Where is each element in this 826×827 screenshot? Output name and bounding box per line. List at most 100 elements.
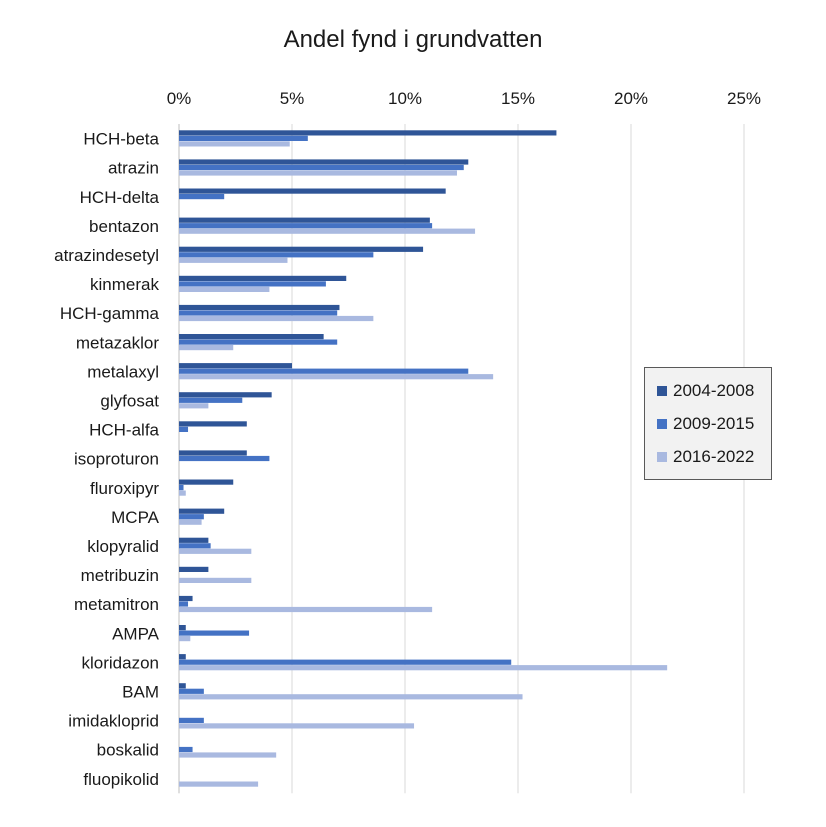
category-label: MCPA xyxy=(111,508,160,527)
bar-2004-2008 xyxy=(179,246,424,252)
bar-2004-2008 xyxy=(179,304,340,311)
category-label: boskalid xyxy=(97,741,159,760)
bar-2009-2015 xyxy=(179,281,326,287)
bar-2009-2015 xyxy=(179,397,243,403)
category-label: atrazin xyxy=(108,159,159,178)
bar-2016-2022 xyxy=(179,170,457,176)
legend-label: 2004-2008 xyxy=(673,380,755,400)
bar-2009-2015 xyxy=(179,659,512,665)
bar-2009-2015 xyxy=(179,630,250,636)
bar-2004-2008 xyxy=(179,537,209,543)
bar-2016-2022 xyxy=(179,141,290,147)
bar-2004-2008 xyxy=(179,683,186,689)
bar-2004-2008 xyxy=(179,159,469,165)
category-label: AMPA xyxy=(112,624,160,643)
category-label: HCH-alfa xyxy=(89,421,159,440)
category-label: klopyralid xyxy=(87,537,159,556)
bar-2004-2008 xyxy=(179,188,446,194)
category-label: HCH-beta xyxy=(83,130,159,149)
bar-2016-2022 xyxy=(179,548,252,554)
category-label: HCH-gamma xyxy=(60,304,160,323)
legend-swatch xyxy=(657,385,667,396)
category-label: metribuzin xyxy=(81,566,159,585)
bar-2004-2008 xyxy=(179,363,292,369)
category-label: metamitron xyxy=(74,595,159,614)
bar-2009-2015 xyxy=(179,485,184,491)
bar-2016-2022 xyxy=(179,636,191,642)
bar-2009-2015 xyxy=(179,426,189,432)
bar-2009-2015 xyxy=(179,688,204,694)
x-tick-label: 0% xyxy=(167,89,192,108)
bar-2009-2015 xyxy=(179,164,464,171)
legend-item: 2009-2015 xyxy=(657,407,771,440)
legend-swatch xyxy=(657,418,667,429)
bar-2009-2015 xyxy=(179,514,204,520)
category-label: metazaklor xyxy=(76,333,159,352)
legend-item: 2004-2008 xyxy=(657,374,771,407)
bar-2004-2008 xyxy=(179,450,247,456)
bar-2009-2015 xyxy=(179,601,189,607)
category-label: metalaxyl xyxy=(87,362,159,381)
category-label: isoproturon xyxy=(74,450,159,469)
bar-2004-2008 xyxy=(179,392,272,398)
bar-2016-2022 xyxy=(179,374,494,380)
bar-2009-2015 xyxy=(179,543,211,549)
category-label: kloridazon xyxy=(82,653,160,672)
bar-2016-2022 xyxy=(179,286,270,292)
bar-2016-2022 xyxy=(179,228,476,234)
bar-2009-2015 xyxy=(179,746,193,753)
category-label: bentazon xyxy=(89,217,159,236)
legend-item: 2016-2022 xyxy=(657,440,771,473)
bar-2009-2015 xyxy=(179,223,433,229)
bar-2004-2008 xyxy=(179,595,193,602)
bar-2004-2008 xyxy=(179,479,234,485)
chart-legend: 2004-2008 2009-2015 2016-2022 xyxy=(644,367,772,480)
bar-2004-2008 xyxy=(179,334,324,340)
bar-2009-2015 xyxy=(179,194,225,200)
bar-2009-2015 xyxy=(179,455,270,462)
bar-2016-2022 xyxy=(179,606,433,613)
bar-2004-2008 xyxy=(179,625,186,631)
bar-2016-2022 xyxy=(179,723,415,729)
category-label: BAM xyxy=(122,682,159,701)
bar-2016-2022 xyxy=(179,694,523,700)
bar-2009-2015 xyxy=(179,717,204,723)
category-label: glyfosat xyxy=(100,391,159,410)
bar-2004-2008 xyxy=(179,508,225,514)
bar-2004-2008 xyxy=(179,217,430,223)
x-tick-label: 20% xyxy=(614,89,648,108)
bar-2009-2015 xyxy=(179,339,338,345)
category-label: imidakloprid xyxy=(68,712,159,731)
bar-2016-2022 xyxy=(179,665,668,671)
bar-2004-2008 xyxy=(179,275,347,281)
bar-2016-2022 xyxy=(179,577,252,583)
bar-2016-2022 xyxy=(179,519,202,525)
category-label: kinmerak xyxy=(90,275,159,294)
legend-swatch xyxy=(657,451,667,462)
bar-2016-2022 xyxy=(179,315,374,322)
x-tick-label: 10% xyxy=(388,89,422,108)
legend-label: 2016-2022 xyxy=(673,446,755,466)
category-label: atrazindesetyl xyxy=(54,246,159,265)
bar-2016-2022 xyxy=(179,403,209,409)
bar-2009-2015 xyxy=(179,252,374,258)
bar-2004-2008 xyxy=(179,566,209,572)
x-tick-label: 25% xyxy=(727,89,761,108)
bar-2016-2022 xyxy=(179,257,288,263)
bar-2004-2008 xyxy=(179,654,186,660)
category-label: fluroxipyr xyxy=(90,479,159,498)
bar-2004-2008 xyxy=(179,421,247,427)
bar-2009-2015 xyxy=(179,368,469,374)
bar-2016-2022 xyxy=(179,345,234,351)
category-label: HCH-delta xyxy=(80,188,160,207)
bar-2009-2015 xyxy=(179,310,338,316)
bar-2016-2022 xyxy=(179,490,186,496)
bar-2004-2008 xyxy=(179,130,557,136)
bar-2016-2022 xyxy=(179,752,277,758)
chart-title: Andel fynd i grundvatten xyxy=(283,26,543,53)
x-tick-label: 15% xyxy=(501,89,535,108)
legend-label: 2009-2015 xyxy=(673,413,755,433)
x-tick-label: 5% xyxy=(280,89,305,108)
